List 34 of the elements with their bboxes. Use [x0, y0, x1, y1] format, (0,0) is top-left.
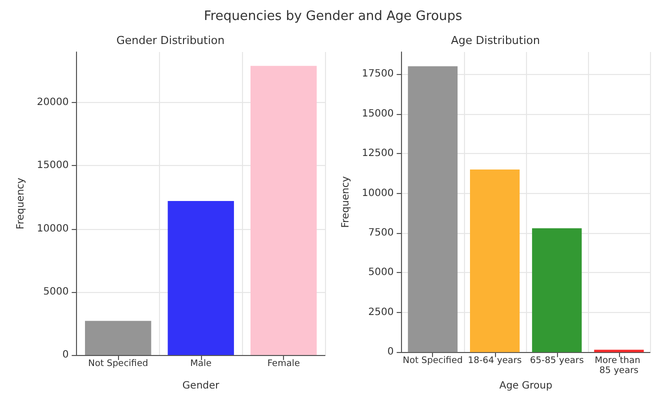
y-tick-label: 17500	[362, 68, 394, 80]
chart-subtitle: Age Distribution	[451, 34, 540, 47]
bar	[470, 170, 520, 352]
y-tick-label: 5000	[43, 286, 69, 298]
y-tick-label: 0	[387, 346, 394, 358]
bar	[84, 320, 152, 355]
y-tick-label: 10000	[36, 223, 69, 234]
y-tick-label: 2500	[368, 306, 394, 318]
y-axis-title: Frequency	[16, 178, 26, 230]
bar	[168, 200, 234, 355]
chart-title: Frequencies by Gender and Age Groups	[202, 8, 464, 26]
x-tick-label: 18-64 years	[468, 356, 522, 366]
bar	[532, 228, 582, 352]
y-axis-title: Frequency	[340, 176, 352, 228]
x-tick-label: Female	[267, 359, 300, 369]
x-axis-title: Gender	[182, 380, 220, 392]
y-tick-label: 7500	[368, 228, 394, 239]
bar	[250, 66, 317, 355]
x-axis-title: Age Group	[499, 380, 552, 392]
x-tick-label: Not Specified	[402, 356, 463, 366]
y-tick-label: 15000	[36, 160, 69, 172]
y-tick-label: 10000	[362, 188, 394, 199]
y-tick-label: 0	[62, 350, 69, 360]
chart-subtitle: Gender Distribution	[116, 34, 225, 47]
y-tick-label: 15000	[362, 108, 394, 120]
y-tick-label: 5000	[368, 267, 394, 278]
y-tick-label: 20000	[36, 97, 69, 108]
x-tick-label: 65-85 years	[530, 356, 584, 366]
x-tick-label: Not Specified	[88, 359, 148, 369]
bar	[594, 350, 644, 352]
x-tick-label: More than 85 years	[594, 356, 644, 376]
bar	[408, 66, 458, 352]
x-tick-label: Male	[190, 359, 212, 369]
y-tick-label: 12500	[362, 148, 394, 160]
